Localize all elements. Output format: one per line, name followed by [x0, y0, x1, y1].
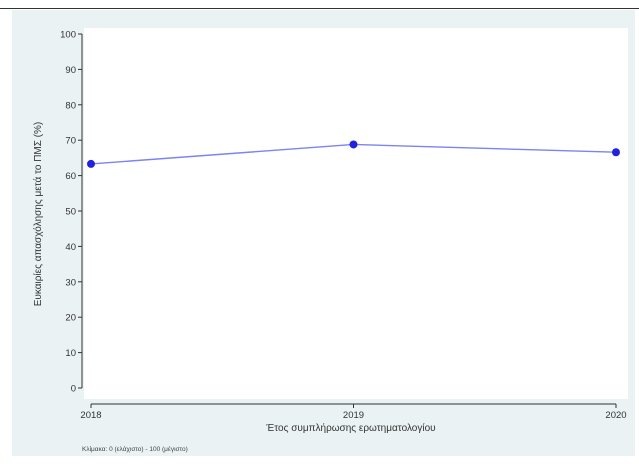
x-axis-title: Έτος συμπλήρωσης ερωτηματολογίου [265, 422, 435, 434]
x-tick-label: 2018 [80, 410, 101, 421]
y-tick-label: 60 [65, 171, 76, 182]
y-axis: 0 10 20 30 40 50 60 70 80 90 100 [60, 30, 83, 395]
data-point [87, 159, 95, 168]
x-tick-label: 2019 [343, 410, 364, 421]
data-point [349, 140, 358, 149]
y-tick-label: 70 [65, 136, 76, 147]
series-layer [87, 140, 620, 168]
top-rule [0, 8, 639, 9]
y-tick-label: 50 [65, 207, 76, 218]
plot-area [84, 28, 628, 399]
y-tick-label: 90 [65, 65, 76, 76]
data-point [612, 148, 620, 157]
y-axis-title: Ευκαιρίες απασχόλησης μετά το ΠΜΣ (%) [32, 122, 44, 307]
y-tick-label: 100 [60, 30, 76, 41]
x-tick-label: 2020 [605, 410, 626, 421]
chart-note: Κλίμακα: 0 (ελάχιστο) - 100 (μέγιστο) [82, 445, 188, 453]
x-axis: 2018 2019 2020 [80, 403, 627, 421]
y-tick-label: 20 [65, 313, 76, 324]
y-tick-label: 30 [65, 277, 76, 288]
y-tick-label: 40 [65, 242, 76, 253]
y-tick-label: 10 [65, 348, 76, 359]
y-tick-label: 80 [65, 100, 76, 111]
y-tick-label: 0 [71, 384, 76, 395]
